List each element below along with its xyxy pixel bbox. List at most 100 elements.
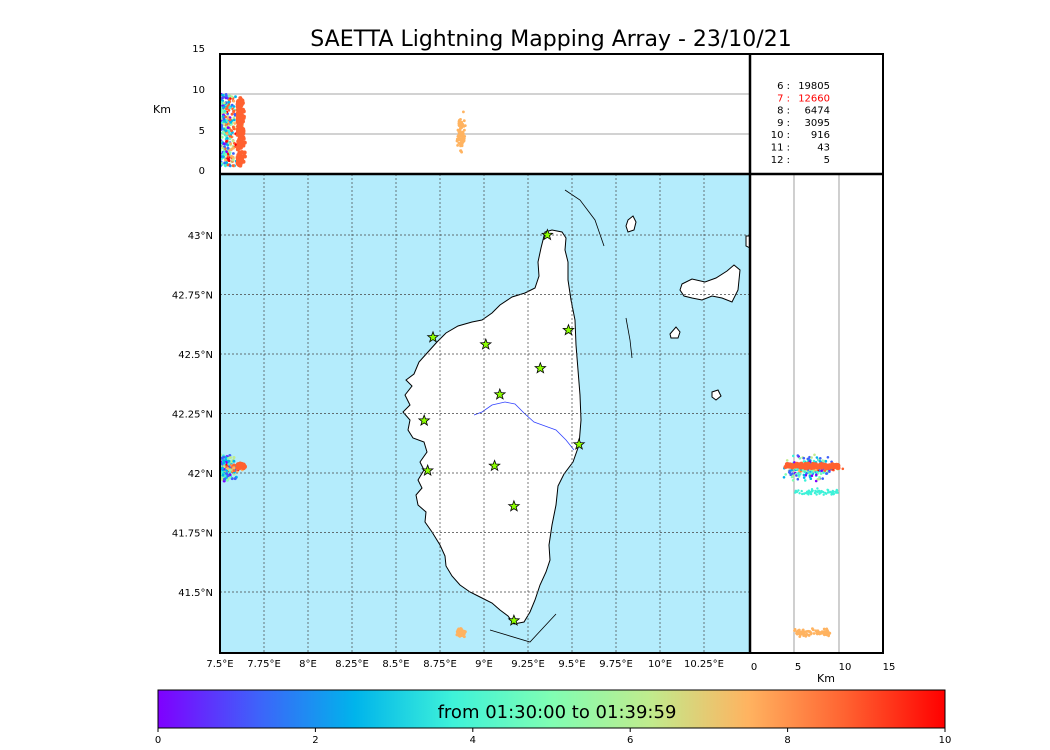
lightning-source — [782, 476, 786, 479]
lightning-source — [815, 473, 818, 477]
lightning-source — [799, 464, 804, 469]
alt-tick-10: 10 — [192, 85, 205, 96]
lightning-source — [822, 493, 825, 496]
lightning-source — [237, 151, 242, 156]
station-star-icon — [421, 463, 435, 477]
lightning-source — [818, 476, 821, 479]
lightning-source — [785, 459, 789, 462]
lightning-source — [821, 477, 824, 480]
lightning-source — [230, 129, 234, 133]
lightning-source — [221, 155, 225, 159]
lon-tick-label: 7.5°E — [206, 659, 233, 670]
lightning-source — [232, 152, 235, 155]
pianosa-island — [669, 326, 681, 339]
lightning-source — [223, 109, 227, 113]
stations-layer — [417, 228, 586, 626]
lightning-source — [828, 470, 831, 473]
lightning-source — [242, 154, 247, 159]
lightning-source — [227, 94, 231, 98]
lightning-source — [798, 469, 801, 472]
lightning-source — [463, 135, 467, 138]
lightning-source — [221, 473, 225, 477]
count-row-label: 8 : — [777, 106, 790, 117]
lightning-source — [834, 491, 838, 494]
lightning-source — [802, 456, 806, 460]
lightning-source — [823, 469, 827, 472]
count-row-label: 7 : — [777, 93, 790, 104]
lightning-source — [813, 491, 817, 495]
lightning-source — [815, 490, 818, 493]
lightning-source — [223, 477, 226, 481]
count-row-value: 6474 — [805, 106, 830, 117]
lat-tick-label: 42.5°N — [178, 350, 213, 361]
lightning-source — [463, 128, 466, 132]
lightning-source — [227, 129, 231, 133]
lightning-source — [803, 633, 806, 637]
lightning-source — [819, 491, 823, 494]
side-tick-0: 0 — [751, 662, 757, 673]
lon-tick-label: 9°E — [475, 659, 493, 670]
lightning-source — [230, 95, 234, 99]
lightning-source — [236, 158, 241, 163]
lon-tick-label: 8.25°E — [335, 659, 369, 670]
side-scatter — [782, 453, 845, 638]
seafloor-line-east — [625, 317, 633, 359]
lightning-source — [808, 474, 812, 478]
colorbar-tick-label: 0 — [155, 735, 161, 746]
lightning-source — [822, 627, 826, 631]
lightning-source — [239, 121, 244, 126]
side-tick-5: 5 — [795, 662, 801, 673]
lightning-source — [815, 632, 819, 636]
alt-tick-5: 5 — [199, 126, 205, 137]
side-tick-15: 15 — [883, 662, 896, 673]
lightning-source — [801, 492, 804, 496]
lightning-source — [824, 491, 827, 495]
colorbar-tick-label: 2 — [312, 735, 318, 746]
lon-tick-label: 8°E — [299, 659, 317, 670]
station-star-icon — [541, 228, 554, 241]
lightning-source — [459, 121, 463, 124]
count-row-value: 3095 — [805, 118, 830, 129]
lightning-source — [224, 115, 228, 119]
lightning-source — [226, 474, 230, 477]
lightning-source — [834, 462, 839, 467]
lightning-source — [230, 112, 234, 116]
station-star-icon — [507, 613, 521, 626]
lightning-source — [462, 124, 466, 127]
lightning-source — [226, 152, 230, 156]
lightning-source — [232, 456, 236, 459]
lightning-source — [227, 462, 231, 466]
lightning-source — [225, 140, 228, 143]
lightning-source — [225, 161, 229, 165]
lightning-source — [236, 124, 241, 129]
lightning-source — [818, 492, 821, 495]
lightning-source — [224, 153, 228, 156]
lon-tick-label: 9.75°E — [599, 659, 633, 670]
lightning-source — [800, 489, 803, 493]
lightning-source — [222, 455, 226, 459]
lightning-source — [226, 478, 229, 482]
lightning-source — [232, 105, 236, 108]
lightning-source — [225, 132, 229, 136]
alt-tick-15: 15 — [192, 44, 205, 55]
lightning-source — [232, 118, 236, 122]
lightning-source — [232, 469, 236, 473]
count-row-value: 5 — [824, 155, 830, 166]
lat-tick-label: 41.75°N — [172, 529, 213, 540]
lightning-source — [232, 459, 236, 463]
lightning-source — [231, 164, 235, 168]
lightning-source — [807, 471, 810, 474]
lightning-source — [816, 629, 820, 633]
lightning-source — [234, 95, 237, 99]
lightning-source — [224, 164, 227, 168]
lightning-source — [796, 454, 800, 457]
lightning-source — [221, 93, 224, 97]
map-panel: 7.5°E 7.75°E 8°E 8.25°E 8.5°E 8.75°E 9°E 9.25°E… — [172, 174, 750, 670]
lightning-source — [237, 128, 242, 133]
lightning-source — [236, 118, 241, 123]
count-row-label: 10 : — [771, 130, 790, 141]
lightning-source — [238, 96, 243, 101]
lightning-source — [810, 489, 814, 493]
lightning-source — [812, 632, 816, 635]
